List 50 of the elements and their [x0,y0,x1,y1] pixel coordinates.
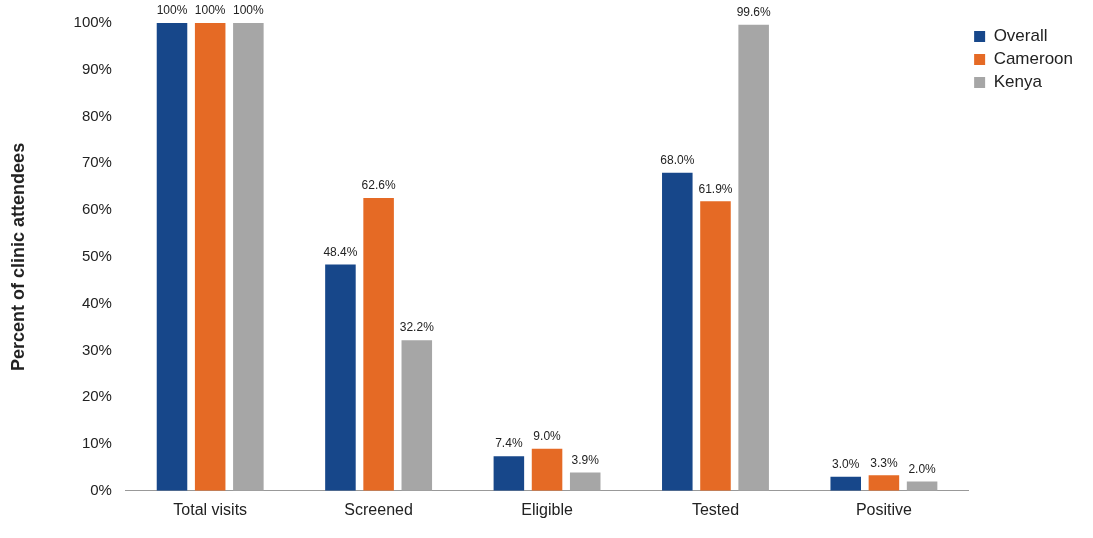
data-label: 3.3% [870,455,898,470]
x-tick-label: Eligible [521,500,573,518]
bar [531,448,563,491]
y-tick-label: 30% [81,340,112,358]
y-tick-label: 90% [81,59,112,77]
data-label: 68.0% [660,153,695,168]
data-label: 3.9% [571,452,600,467]
y-tick-label: 50% [81,247,112,265]
legend-label: Kenya [993,72,1043,92]
bar [662,172,693,491]
y-tick-label: 100% [73,13,112,31]
bar [325,264,356,491]
bar [363,197,394,491]
bar [868,475,900,491]
data-label: 100% [194,3,226,18]
bar [738,24,769,491]
y-tick-label: 20% [81,387,112,405]
data-label: 32.2% [399,320,435,335]
bar [401,340,433,491]
x-tick-label: Screened [344,500,413,518]
data-label: 99.6% [736,5,771,20]
x-tick-label: Tested [691,500,740,518]
data-label: 48.4% [323,244,358,259]
bar [156,23,188,491]
bar [493,456,525,491]
x-tick-label: Positive [855,500,913,518]
y-tick-label: 70% [81,153,112,171]
x-tick-label: Total visits [173,500,248,518]
data-label: 100% [156,3,188,18]
bar [700,201,731,491]
legend-label: Overall [993,26,1048,46]
bar [194,23,226,491]
data-label: 7.4% [495,436,523,451]
bar [906,481,938,491]
data-label: 2.0% [908,461,937,476]
data-label: 100% [233,3,265,18]
legend-label: Cameroon [993,49,1073,69]
data-label: 3.0% [832,457,860,472]
bar [569,472,601,491]
y-tick-label: 10% [81,434,112,452]
data-label: 61.9% [698,181,733,196]
y-tick-label: 0% [90,480,112,498]
data-label: 62.6% [361,178,396,193]
y-tick-label: 80% [81,106,112,124]
data-label: 9.0% [533,429,562,444]
bar [233,23,264,491]
bar [830,476,862,491]
y-tick-label: 40% [81,293,112,311]
y-axis-title: Percent of clinic attendees [7,142,28,371]
y-tick-label: 60% [81,200,112,218]
